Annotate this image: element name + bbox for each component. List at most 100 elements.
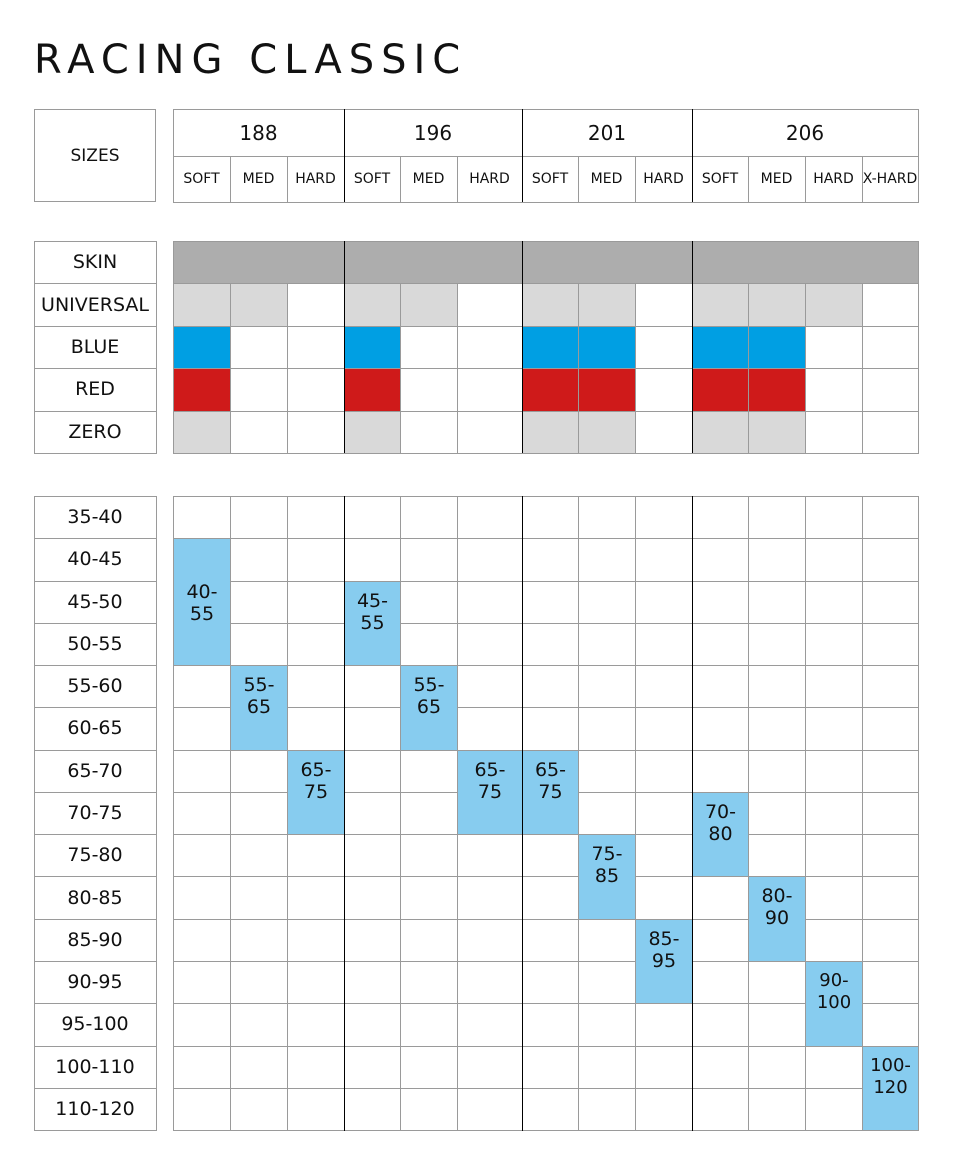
- weight-hline-5: [173, 707, 919, 708]
- wax-row-label-cell: UNIVERSAL: [34, 283, 156, 325]
- weight-hline-15: [173, 1130, 919, 1131]
- hardness-header-206-x-hard: X-HARD: [862, 156, 918, 202]
- weight-row-label-cell: 55-60: [34, 665, 156, 707]
- weight-hline-10: [173, 919, 919, 920]
- wax-cell-universal-5: [457, 283, 522, 326]
- wax-label-hline-1: [34, 283, 157, 284]
- weight-range-block: 55- 65: [401, 666, 457, 750]
- header-vline-8: [635, 156, 636, 202]
- wax-vline-12: [862, 283, 863, 453]
- weight-row-label: 75-80: [67, 844, 123, 867]
- weight-label-hline-3: [34, 623, 157, 624]
- wax-cell-skin-10: [748, 241, 805, 284]
- wax-cell-universal-7: [578, 283, 635, 326]
- weight-range-block: 55- 65: [231, 666, 287, 750]
- wax-row-label-skin: SKIN: [72, 251, 118, 274]
- weight-vline-7: [578, 496, 579, 1132]
- weight-label-hline-7: [34, 792, 157, 793]
- weight-label-hline-14: [34, 1088, 157, 1089]
- weight-vline-4: [400, 496, 401, 1132]
- wax-cell-red-0: [173, 368, 230, 411]
- wax-cell-blue-11: [805, 325, 862, 369]
- weight-vline-1: [230, 496, 231, 1132]
- weight-range-block: 85- 95: [636, 919, 692, 1004]
- wax-cell-universal-12: [862, 283, 918, 326]
- sizes-label-cell: SIZES: [34, 109, 156, 202]
- wax-cell-universal-4: [400, 283, 457, 326]
- wax-cell-blue-2: [287, 325, 344, 369]
- weight-vline-13: [918, 496, 919, 1132]
- wax-hline-5: [173, 453, 919, 454]
- weight-hline-14: [173, 1088, 919, 1089]
- size-group-label: 196: [413, 120, 453, 145]
- hardness-label: HARD: [643, 171, 684, 187]
- header-vline-1: [230, 156, 231, 202]
- wax-cell-universal-9: [692, 283, 748, 326]
- wax-cell-red-3: [344, 368, 400, 411]
- weight-row-label: 110-120: [55, 1097, 135, 1120]
- wax-cell-universal-8: [635, 283, 692, 326]
- wax-row-label-red: RED: [75, 378, 115, 401]
- wax-vline-7: [578, 283, 579, 453]
- wax-row-label-cell: SKIN: [34, 241, 156, 283]
- wax-cell-skin-11: [805, 241, 862, 284]
- weight-row-label: 70-75: [67, 802, 123, 824]
- weight-hline-0: [173, 496, 919, 497]
- wax-hline-4: [173, 411, 919, 412]
- wax-cell-universal-2: [287, 283, 344, 326]
- wax-hline-0: [173, 241, 919, 242]
- weight-range-block: 90- 100: [806, 961, 862, 1046]
- hardness-header-201-hard: HARD: [635, 156, 692, 202]
- wax-row-label-cell: RED: [34, 368, 156, 410]
- weight-row-label-cell: 80-85: [34, 876, 156, 918]
- wax-cell-zero-1: [230, 410, 287, 453]
- weight-row-label-cell: 100-110: [34, 1046, 156, 1088]
- header-vline-11: [805, 156, 806, 202]
- wax-hline-3: [173, 368, 919, 369]
- weight-row-label-cell: 75-80: [34, 834, 156, 876]
- weight-row-label: 45-50: [67, 590, 123, 613]
- wax-vline-2: [287, 283, 288, 453]
- wax-vline-3: [344, 241, 345, 453]
- weight-row-label: 90-95: [67, 971, 123, 994]
- wax-cell-zero-7: [578, 410, 635, 453]
- weight-hline-1: [173, 538, 919, 539]
- hardness-label: HARD: [813, 171, 854, 187]
- header-line-bottom: [173, 202, 919, 203]
- wax-cell-blue-8: [635, 325, 692, 369]
- weight-vline-2: [287, 496, 288, 1132]
- wax-row-label-blue: BLUE: [70, 335, 120, 358]
- header-vline-10: [748, 156, 749, 202]
- wax-label-right: [156, 241, 157, 453]
- wax-cell-zero-5: [457, 410, 522, 453]
- wax-cell-blue-12: [862, 325, 918, 369]
- weight-hline-12: [173, 1003, 919, 1004]
- wax-cell-skin-0: [173, 241, 230, 284]
- wax-row-label-universal: UNIVERSAL: [41, 293, 149, 316]
- weight-label-hline-13: [34, 1046, 157, 1047]
- wax-cell-zero-6: [522, 410, 578, 453]
- weight-vline-3: [344, 496, 345, 1132]
- weight-hline-6: [173, 750, 919, 751]
- weight-range-block: 70- 80: [693, 792, 748, 877]
- wax-cell-skin-6: [522, 241, 578, 284]
- wax-cell-red-2: [287, 368, 344, 411]
- wax-row-label-cell: BLUE: [34, 326, 156, 368]
- header-vline-6: [522, 109, 523, 202]
- wax-vline-11: [805, 283, 806, 453]
- weight-row-label-cell: 50-55: [34, 623, 156, 665]
- size-group-header-206: 206: [692, 109, 918, 156]
- wax-cell-skin-5: [457, 241, 522, 284]
- wax-cell-blue-10: [748, 325, 805, 369]
- weight-label-hline-10: [34, 919, 157, 920]
- header-vline-4: [400, 156, 401, 202]
- wax-cell-zero-11: [805, 410, 862, 453]
- weight-label-right: [156, 496, 157, 1131]
- wax-cell-universal-3: [344, 283, 400, 326]
- size-group-label: 188: [239, 120, 278, 145]
- wax-cell-red-10: [748, 368, 805, 411]
- wax-cell-zero-4: [400, 410, 457, 453]
- wax-cell-skin-7: [578, 241, 635, 284]
- hardness-header-196-hard: HARD: [457, 156, 522, 202]
- weight-hline-4: [173, 665, 919, 666]
